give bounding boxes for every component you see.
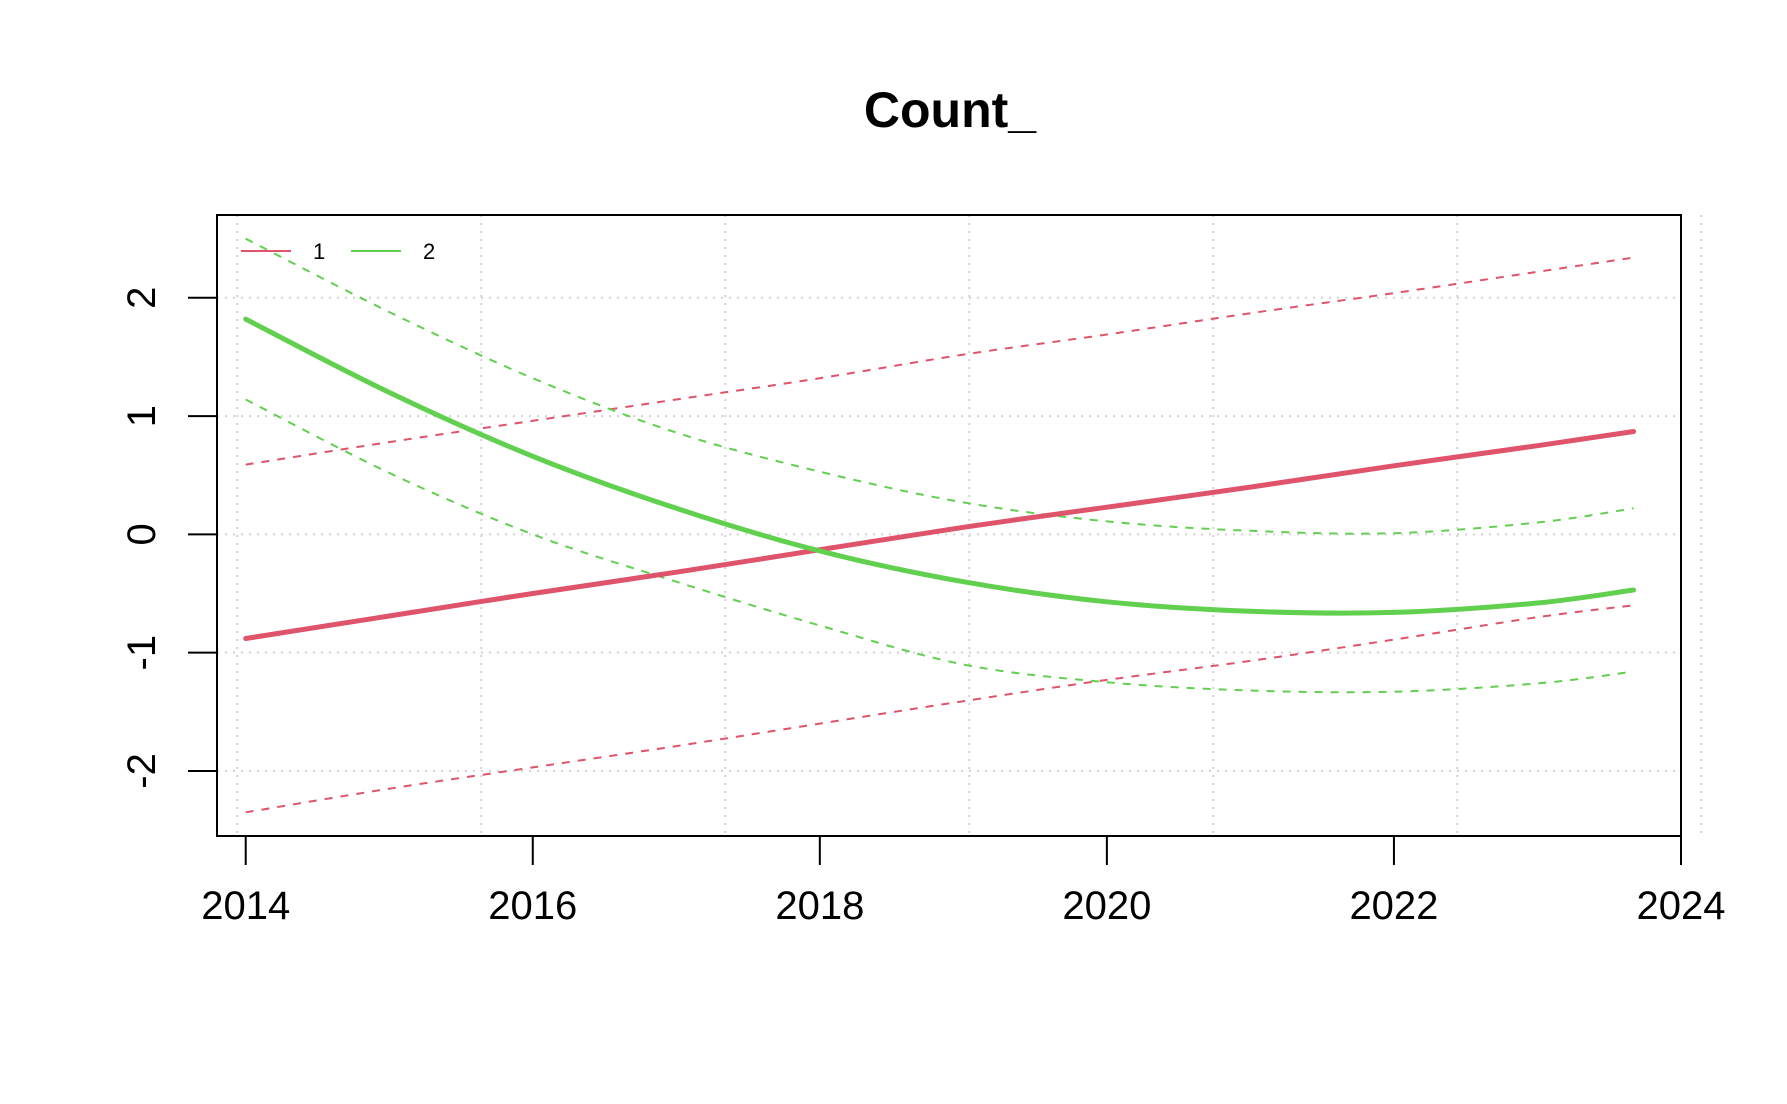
legend-label-2: 2 bbox=[423, 239, 435, 264]
y-tick-label: 0 bbox=[120, 523, 164, 545]
x-axis: 2014 2016 2018 2020 2022 2024 bbox=[201, 835, 1726, 928]
y-tick-label: -1 bbox=[120, 635, 164, 671]
series-2-line bbox=[243, 316, 1637, 616]
y-tick-label: 2 bbox=[120, 287, 164, 309]
x-tick-label: 2022 bbox=[1349, 884, 1438, 928]
y-axis: -2 -1 0 1 2 bbox=[120, 287, 218, 789]
series-1-lower-band bbox=[245, 604, 1634, 814]
chart-title: Count_ bbox=[864, 82, 1037, 138]
x-tick-label: 2024 bbox=[1637, 884, 1726, 928]
x-tick-label: 2014 bbox=[201, 884, 290, 928]
x-tick-label: 2016 bbox=[488, 884, 577, 928]
y-tick-label: 1 bbox=[120, 405, 164, 427]
series-2-lower-band bbox=[245, 398, 1634, 694]
series-lines bbox=[243, 316, 1637, 641]
series-1-upper-band bbox=[245, 256, 1634, 466]
confidence-bands bbox=[245, 237, 1634, 814]
legend-label-1: 1 bbox=[313, 239, 325, 264]
series-2-upper-band bbox=[245, 237, 1634, 535]
series-1-line bbox=[243, 429, 1637, 641]
y-tick-label: -2 bbox=[120, 753, 164, 789]
plot-frame bbox=[216, 214, 1682, 837]
x-tick-label: 2020 bbox=[1062, 884, 1151, 928]
x-tick-label: 2018 bbox=[775, 884, 864, 928]
